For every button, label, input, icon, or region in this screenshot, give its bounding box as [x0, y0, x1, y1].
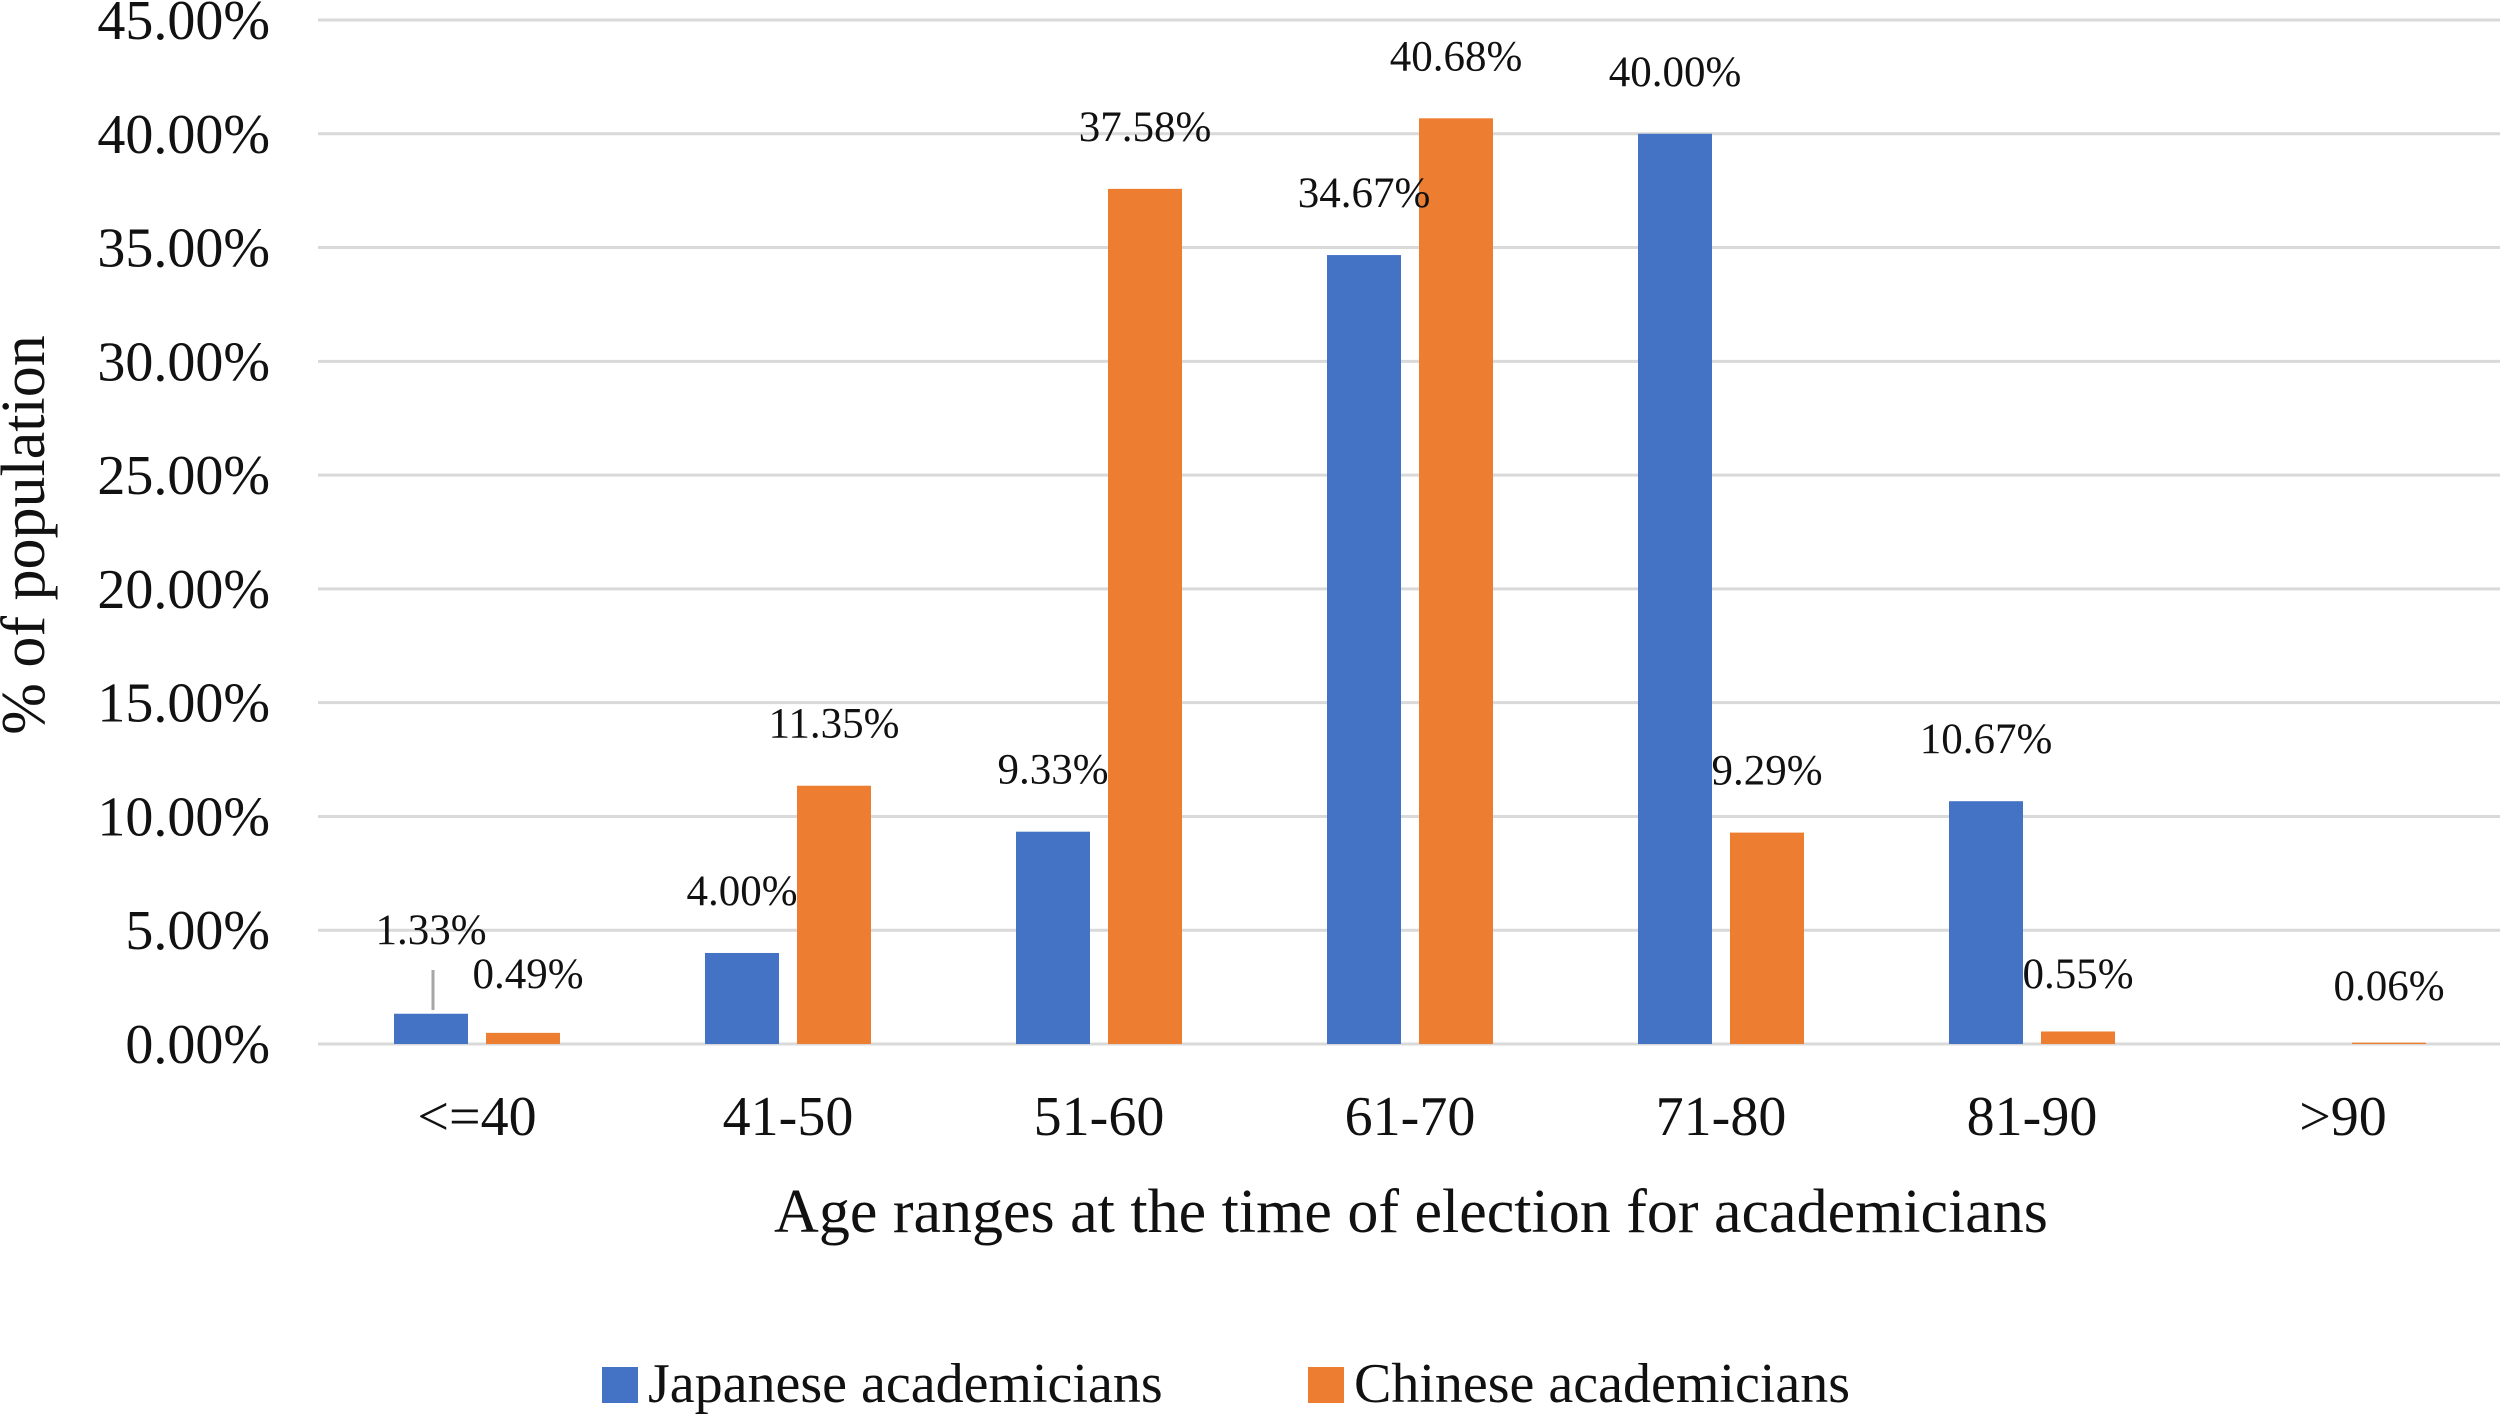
y-tick-label: 0.00%	[125, 1014, 270, 1076]
x-tick-label: >90	[2299, 1086, 2387, 1148]
x-tick-label: 51-60	[1034, 1086, 1165, 1148]
bar	[394, 1013, 468, 1044]
data-label: 40.68%	[1390, 33, 1523, 80]
x-tick-label: 41-50	[723, 1086, 854, 1148]
legend-swatch	[602, 1367, 638, 1403]
bar	[486, 1032, 560, 1044]
data-label: 37.58%	[1079, 104, 1212, 151]
bar	[705, 952, 779, 1044]
y-tick-label: 5.00%	[125, 900, 270, 962]
y-tick-label: 45.00%	[97, 0, 270, 52]
y-tick-label: 10.00%	[97, 786, 270, 848]
bars	[394, 118, 2426, 1045]
data-label: 4.00%	[686, 868, 797, 915]
bar	[1949, 801, 2023, 1044]
bar	[1327, 255, 1401, 1045]
data-label: 11.35%	[769, 701, 900, 748]
bar	[1638, 133, 1712, 1044]
bar	[1730, 832, 1804, 1044]
y-axis-ticks: 0.00% 5.00% 10.00% 15.00% 20.00% 25.00% 30.00%…	[97, 0, 270, 1076]
bar	[1108, 188, 1182, 1045]
legend-label: Japanese academicians	[648, 1353, 1163, 1415]
data-label: 0.06%	[2333, 963, 2444, 1010]
data-label: 9.33%	[997, 747, 1108, 794]
y-tick-label: 35.00%	[97, 218, 270, 280]
legend-swatch	[1308, 1367, 1344, 1403]
x-axis-ticks: <=40 41-50 51-60 61-70 71-80 81-90 >90	[417, 1086, 2386, 1148]
bar	[1016, 831, 1090, 1044]
legend: Japanese academicians Chinese academician…	[602, 1353, 1850, 1415]
y-tick-label: 25.00%	[97, 445, 270, 507]
data-label: 40.00%	[1609, 49, 1742, 96]
data-label: 1.33%	[375, 907, 486, 954]
x-tick-label: 71-80	[1656, 1086, 1787, 1148]
y-tick-label: 30.00%	[97, 331, 270, 393]
y-axis-title: % of population	[0, 335, 58, 735]
bar	[797, 785, 871, 1044]
x-tick-label: 61-70	[1345, 1086, 1476, 1148]
data-labels: 1.33% 4.00% 9.33% 34.67% 40.00% 10.67% 0.49% 11…	[375, 33, 2445, 1010]
x-axis-title: Age ranges at the time of election for a…	[774, 1178, 2048, 1246]
x-tick-label: <=40	[417, 1086, 536, 1148]
gridlines	[318, 18, 2500, 1046]
bar	[1419, 118, 1493, 1044]
data-label: 34.67%	[1298, 170, 1431, 217]
y-tick-label: 40.00%	[97, 104, 270, 166]
data-label: 0.49%	[472, 951, 583, 998]
y-tick-label: 20.00%	[97, 559, 270, 621]
bar	[2352, 1042, 2426, 1044]
legend-label: Chinese academicians	[1354, 1353, 1850, 1415]
data-label: 10.67%	[1920, 716, 2053, 763]
data-label: 0.55%	[2022, 951, 2133, 998]
y-tick-label: 15.00%	[97, 673, 270, 735]
x-tick-label: 81-90	[1967, 1086, 2098, 1148]
data-label: 9.29%	[1711, 748, 1822, 795]
bar	[2041, 1031, 2115, 1044]
